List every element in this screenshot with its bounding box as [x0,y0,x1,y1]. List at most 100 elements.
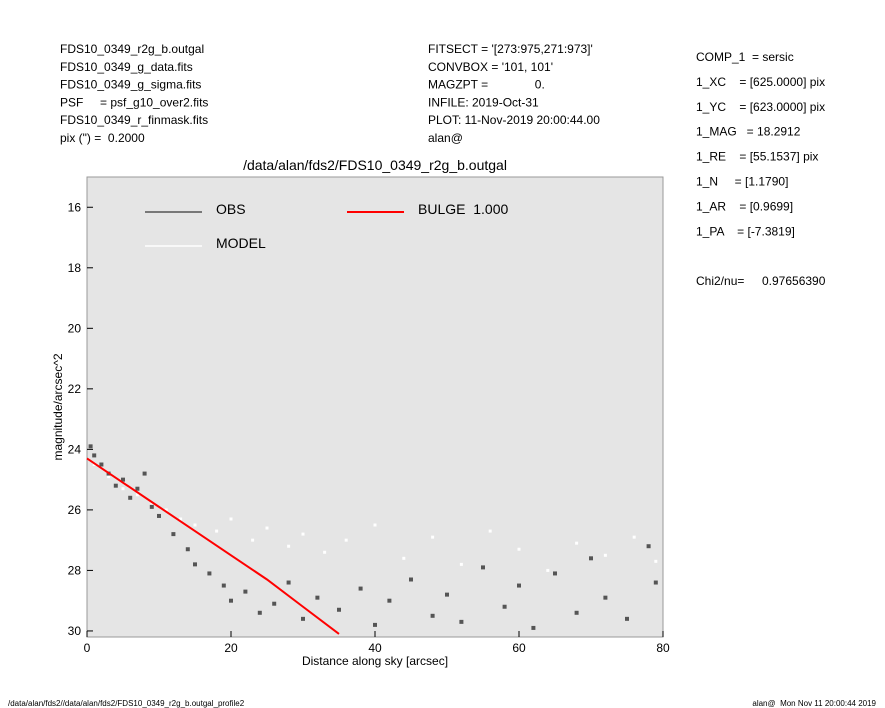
y-tick-label: 24 [68,442,82,456]
data-point [344,538,348,542]
y-tick-label: 20 [68,321,82,335]
data-point [301,532,305,536]
data-point [546,568,550,572]
data-point [257,610,262,615]
fit-parameter: 1_YC = [623.0000] pix [696,100,825,114]
data-point [171,532,176,537]
data-point [517,583,521,588]
data-point [193,523,197,527]
data-point [358,586,363,591]
header-middle-line: FITSECT = '[273:975,271:973]' [428,42,593,56]
data-point [654,559,658,563]
data-point [135,493,139,497]
fit-parameter: COMP_1 = sersic [696,50,794,64]
data-point [113,483,118,488]
header-left-line: FDS10_0349_g_data.fits [60,60,193,74]
data-point [229,517,233,521]
y-tick-label: 18 [68,261,82,275]
data-point [185,547,190,552]
footer-right: alan@ Mon Nov 11 20:00:44 2019 [752,699,876,708]
data-point [387,598,392,603]
data-point [373,622,377,627]
header-middle-line: INFILE: 2019-Oct-31 [428,95,539,109]
data-point [337,607,341,612]
data-point [459,562,463,566]
data-point [265,526,269,530]
header-middle-line: MAGZPT = 0. [428,78,545,92]
data-point [207,571,212,576]
legend-label: OBS [216,201,246,217]
header-left-line: FDS10_0349_r2g_b.outgal [60,42,204,56]
data-point [315,595,320,600]
data-point [459,619,464,624]
y-tick-label: 16 [68,200,82,214]
data-point [323,550,327,554]
data-point [221,583,226,588]
data-point [481,565,485,570]
data-point [179,517,183,521]
data-point [589,556,593,561]
data-point [215,529,219,533]
y-tick-label: 22 [68,382,82,396]
data-point [632,535,636,539]
data-point [229,598,233,603]
y-axis-label: magnitude/arcsec^2 [51,353,65,460]
chi2-label: Chi2/nu= [696,274,744,288]
header-left-line: PSF = psf_g10_over2.fits [60,95,208,109]
chi2-value: 0.97656390 [762,274,826,288]
data-point [517,547,521,551]
data-point [531,625,536,630]
fit-parameter: 1_XC = [625.0000] pix [696,75,825,89]
data-point [92,463,96,466]
data-point [92,453,97,458]
data-point [625,616,629,621]
data-point [142,471,147,476]
fit-parameter: 1_PA = [-7.3819] [696,224,795,238]
data-point [287,544,291,548]
x-axis-label: Distance along sky [arcsec] [302,654,448,668]
x-tick-label: 20 [224,641,238,655]
header-middle-line: alan@ [428,131,463,145]
data-point [502,604,507,609]
data-point [157,513,161,518]
y-tick-label: 30 [68,624,82,638]
data-point [603,553,607,557]
data-point [99,462,104,467]
x-tick-label: 40 [368,641,382,655]
data-point [88,444,93,449]
data-point [488,529,492,533]
x-tick-label: 0 [84,641,91,655]
x-tick-label: 60 [512,641,526,655]
data-point [430,613,435,618]
data-point [128,495,133,500]
model-line [86,457,340,635]
header-left-line: FDS10_0349_r_finmask.fits [60,113,208,127]
data-point [121,477,125,482]
data-point [272,601,277,606]
data-point [135,486,140,491]
x-tick-label: 80 [656,641,670,655]
data-point [193,562,197,567]
data-point [574,610,579,615]
data-point [150,502,154,506]
plot-area [86,176,664,638]
fit-parameter: 1_AR = [0.9699] [696,199,793,213]
fit-parameter: 1_N = [1.1790] [696,175,788,189]
legend-label: BULGE 1.000 [418,201,508,217]
data-point [243,589,248,594]
data-point [251,538,255,542]
y-tick-label: 28 [68,563,82,577]
data-point [107,475,111,479]
header-left-line: pix (") = 0.2000 [60,131,145,145]
data-point [301,616,305,621]
data-point [603,595,608,600]
data-point [373,523,377,527]
data-point [149,504,154,509]
data-point [575,541,579,545]
y-tick-label: 26 [68,503,82,517]
data-point [402,556,406,560]
chart-title: /data/alan/fds2/FDS10_0349_r2g_b.outgal [243,157,507,173]
fit-parameter: 1_MAG = 18.2912 [696,125,801,139]
